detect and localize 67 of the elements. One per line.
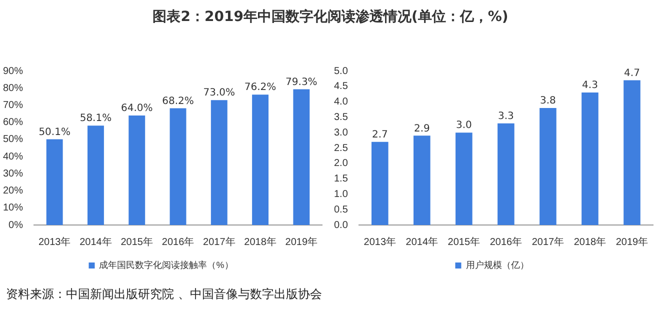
data-label: 3.3 xyxy=(498,110,514,122)
x-tick-label: 2015年 xyxy=(120,236,153,248)
y-tick-label: 90% xyxy=(3,66,24,77)
x-tick-label: 2016年 xyxy=(162,236,194,248)
bar xyxy=(252,94,269,225)
y-tick-label: 1.0 xyxy=(334,188,348,200)
y-tick-label: 2.0 xyxy=(334,158,348,170)
y-tick-label: 0.0 xyxy=(334,220,348,231)
y-tick-label: 2.5 xyxy=(334,142,348,154)
data-label: 2.7 xyxy=(372,129,388,140)
y-tick-label: 0% xyxy=(8,220,24,231)
y-tick-label: 60% xyxy=(3,117,24,128)
data-label: 3.8 xyxy=(540,96,556,107)
bar xyxy=(210,100,228,225)
data-label: 3.0 xyxy=(456,120,472,132)
y-tick-label: 20% xyxy=(3,186,24,197)
data-label: 50.1% xyxy=(38,126,70,138)
y-tick-label: 1.5 xyxy=(334,174,348,185)
y-tick-label: 50% xyxy=(3,134,24,146)
bar xyxy=(582,92,598,225)
x-tick-label: 2018年 xyxy=(244,236,276,248)
y-tick-label: 5.0 xyxy=(334,66,348,77)
x-tick-label: 2016年 xyxy=(490,236,522,248)
y-tick-label: 40% xyxy=(3,151,24,162)
bar xyxy=(456,132,472,225)
x-tick-label: 2019年 xyxy=(616,236,648,248)
y-tick-label: 10% xyxy=(3,202,24,214)
data-label: 58.1% xyxy=(80,113,112,124)
x-tick-label: 2014年 xyxy=(80,236,112,248)
data-label: 68.2% xyxy=(162,96,194,107)
data-label: 73.0% xyxy=(203,88,236,99)
bar xyxy=(46,139,63,225)
x-tick-label: 2013年 xyxy=(38,236,71,248)
y-tick-label: 80% xyxy=(3,82,24,94)
bar xyxy=(128,115,146,225)
x-tick-label: 2013年 xyxy=(364,236,396,248)
data-label: 2.9 xyxy=(414,123,430,134)
y-tick-label: 3.0 xyxy=(334,127,348,138)
y-tick-label: 30% xyxy=(3,168,24,180)
text: 资料来源：中国新闻出版研究院 、中国音像与数字出版协会 xyxy=(6,286,322,303)
x-tick-label: 2017年 xyxy=(532,236,564,248)
bar xyxy=(170,108,186,225)
bar xyxy=(540,108,556,225)
bar xyxy=(498,123,514,225)
y-tick-label: 4.5 xyxy=(334,81,348,92)
bar xyxy=(372,142,388,225)
data-label: 4.3 xyxy=(582,80,598,92)
data-label: 4.7 xyxy=(624,68,640,79)
legend-label: 成年国民数字化阅读接触率（%） xyxy=(99,260,234,270)
x-tick-label: 2017年 xyxy=(203,236,236,248)
y-tick-label: 0.5 xyxy=(334,204,348,216)
bar xyxy=(293,89,310,225)
bar xyxy=(88,126,104,225)
x-tick-label: 2014年 xyxy=(406,236,438,248)
bar xyxy=(624,80,640,225)
x-tick-label: 2019年 xyxy=(285,236,318,248)
chart-title: 图表2：2019年中国数字化阅读渗透情况(单位：亿，%) xyxy=(152,8,510,26)
data-label: 64.0% xyxy=(120,103,153,114)
y-tick-label: 70% xyxy=(3,100,24,111)
x-tick-label: 2018年 xyxy=(574,236,606,248)
data-label: 76.2% xyxy=(244,82,276,94)
bar xyxy=(414,136,430,225)
y-tick-label: 3.5 xyxy=(334,112,348,123)
data-label: 79.3% xyxy=(286,76,318,88)
y-tick-label: 4.0 xyxy=(334,96,348,108)
x-tick-label: 2015年 xyxy=(448,236,480,248)
legend-label: 用户规模（亿） xyxy=(466,260,529,270)
